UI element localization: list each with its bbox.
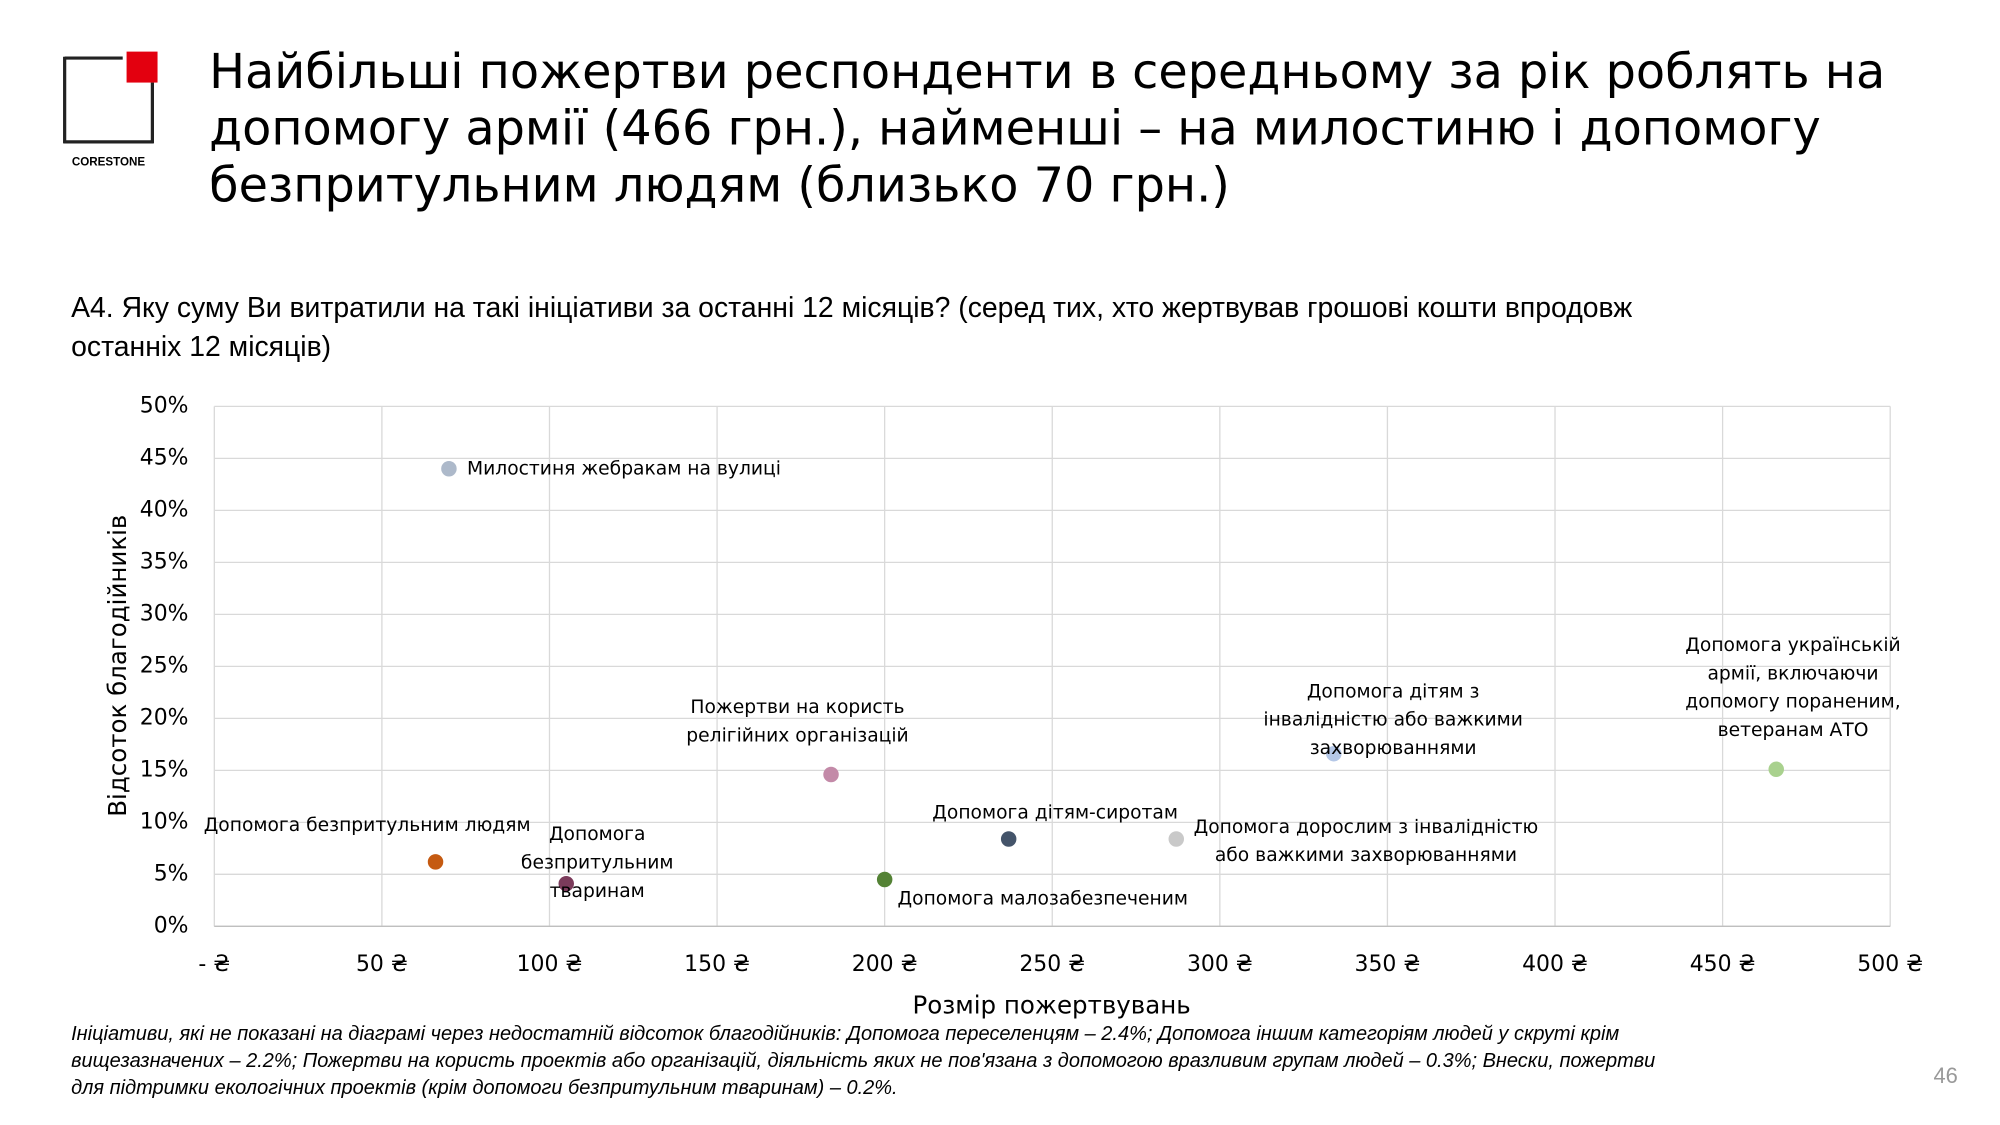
point-label: безпритульним (521, 853, 674, 874)
point-label: армії, включаючи (1707, 663, 1878, 684)
y-tick-label: 45% (140, 445, 189, 470)
x-tick-label: 500 ₴ (1857, 952, 1923, 977)
x-tick-label: 450 ₴ (1690, 952, 1756, 977)
point-label: Допомога дітям з (1307, 681, 1480, 702)
point-label: Допомога українській (1685, 635, 1900, 656)
point-label: релігійних організацій (686, 725, 908, 746)
point-label: Допомога безпритульним людям (204, 815, 531, 836)
point-label: тваринам (550, 881, 645, 902)
point-label: Допомога дорослим з інвалідністю (1194, 817, 1539, 838)
point (1168, 831, 1185, 847)
point (823, 766, 839, 783)
x-tick-label: 350 ₴ (1355, 952, 1421, 977)
title-line: Найбільші пожертви респонденти в середнь… (209, 45, 1885, 100)
x-tick-label: 50 ₴ (356, 952, 408, 977)
point-label: або важкими захворюваннями (1215, 845, 1517, 866)
logo-text: CORESTONE (72, 156, 146, 169)
point (441, 461, 457, 477)
point-label: Пожертви на користь (690, 697, 904, 718)
y-tick-label: 30% (140, 601, 189, 626)
x-tick-label: 100 ₴ (517, 952, 583, 977)
footnote: для підтримки екологічних проектів (крім… (71, 1077, 898, 1099)
point (1000, 831, 1017, 847)
x-tick-label: 250 ₴ (1019, 952, 1085, 977)
footnote: вищезазначених – 2.2%; Пожертви на корис… (71, 1050, 1655, 1072)
page-number: 46 (1933, 1063, 1957, 1088)
logo-square (126, 51, 158, 83)
point (1768, 761, 1784, 778)
y-tick-label: 15% (140, 757, 189, 782)
point-label: допомогу пораненим, (1685, 692, 1900, 713)
y-tick-label: 50% (140, 393, 189, 418)
x-tick-label: - ₴ (198, 952, 230, 977)
footnote: Ініціативи, які не показані на діаграмі … (71, 1023, 1619, 1045)
y-tick-label: 10% (140, 809, 189, 834)
y-tick-label: 35% (140, 549, 189, 574)
x-tick-label: 150 ₴ (684, 952, 750, 977)
question: А4. Яку суму Ви витратили на такі ініціа… (71, 292, 1632, 324)
y-tick-label: 20% (140, 705, 189, 730)
point-label: Допомога дітям-сиротам (932, 803, 1178, 824)
point-label: інвалідністю або важкими (1263, 710, 1522, 731)
x-tick-label: 400 ₴ (1522, 952, 1588, 977)
x-axis-label: Розмір пожертвувань (912, 990, 1190, 1019)
logo: CORESTONE (63, 51, 158, 169)
y-tick-label: 5% (154, 861, 189, 886)
y-axis-label: Відсоток благодійників (103, 515, 132, 817)
question: останніх 12 місяців) (71, 331, 331, 363)
point-label: Милостиня жебракам на вулиці (467, 458, 781, 479)
title-line: безпритульним людям (близько 70 грн.) (209, 158, 1230, 213)
point (1326, 745, 1342, 762)
point (558, 875, 574, 892)
point-label: захворюваннями (1310, 738, 1477, 759)
y-tick-label: 25% (140, 653, 189, 678)
point-label: ветеранам АТО (1718, 720, 1869, 741)
title-line: допомогу армії (466 грн.), найменші – на… (209, 102, 1821, 157)
point-label: Допомога (549, 824, 645, 845)
y-tick-label: 40% (140, 497, 189, 522)
point (427, 854, 444, 870)
plot: 0% 5% 10% 15% 20% 25% 30% 35% 40% 45% 50% - ₴ 50 ₴ 10… (140, 393, 1923, 977)
point (876, 871, 893, 888)
point-label: Допомога малозабезпеченим (898, 888, 1188, 909)
x-tick-label: 200 ₴ (852, 952, 918, 977)
x-tick-label: 300 ₴ (1187, 952, 1253, 977)
y-tick-label: 0% (154, 913, 189, 938)
